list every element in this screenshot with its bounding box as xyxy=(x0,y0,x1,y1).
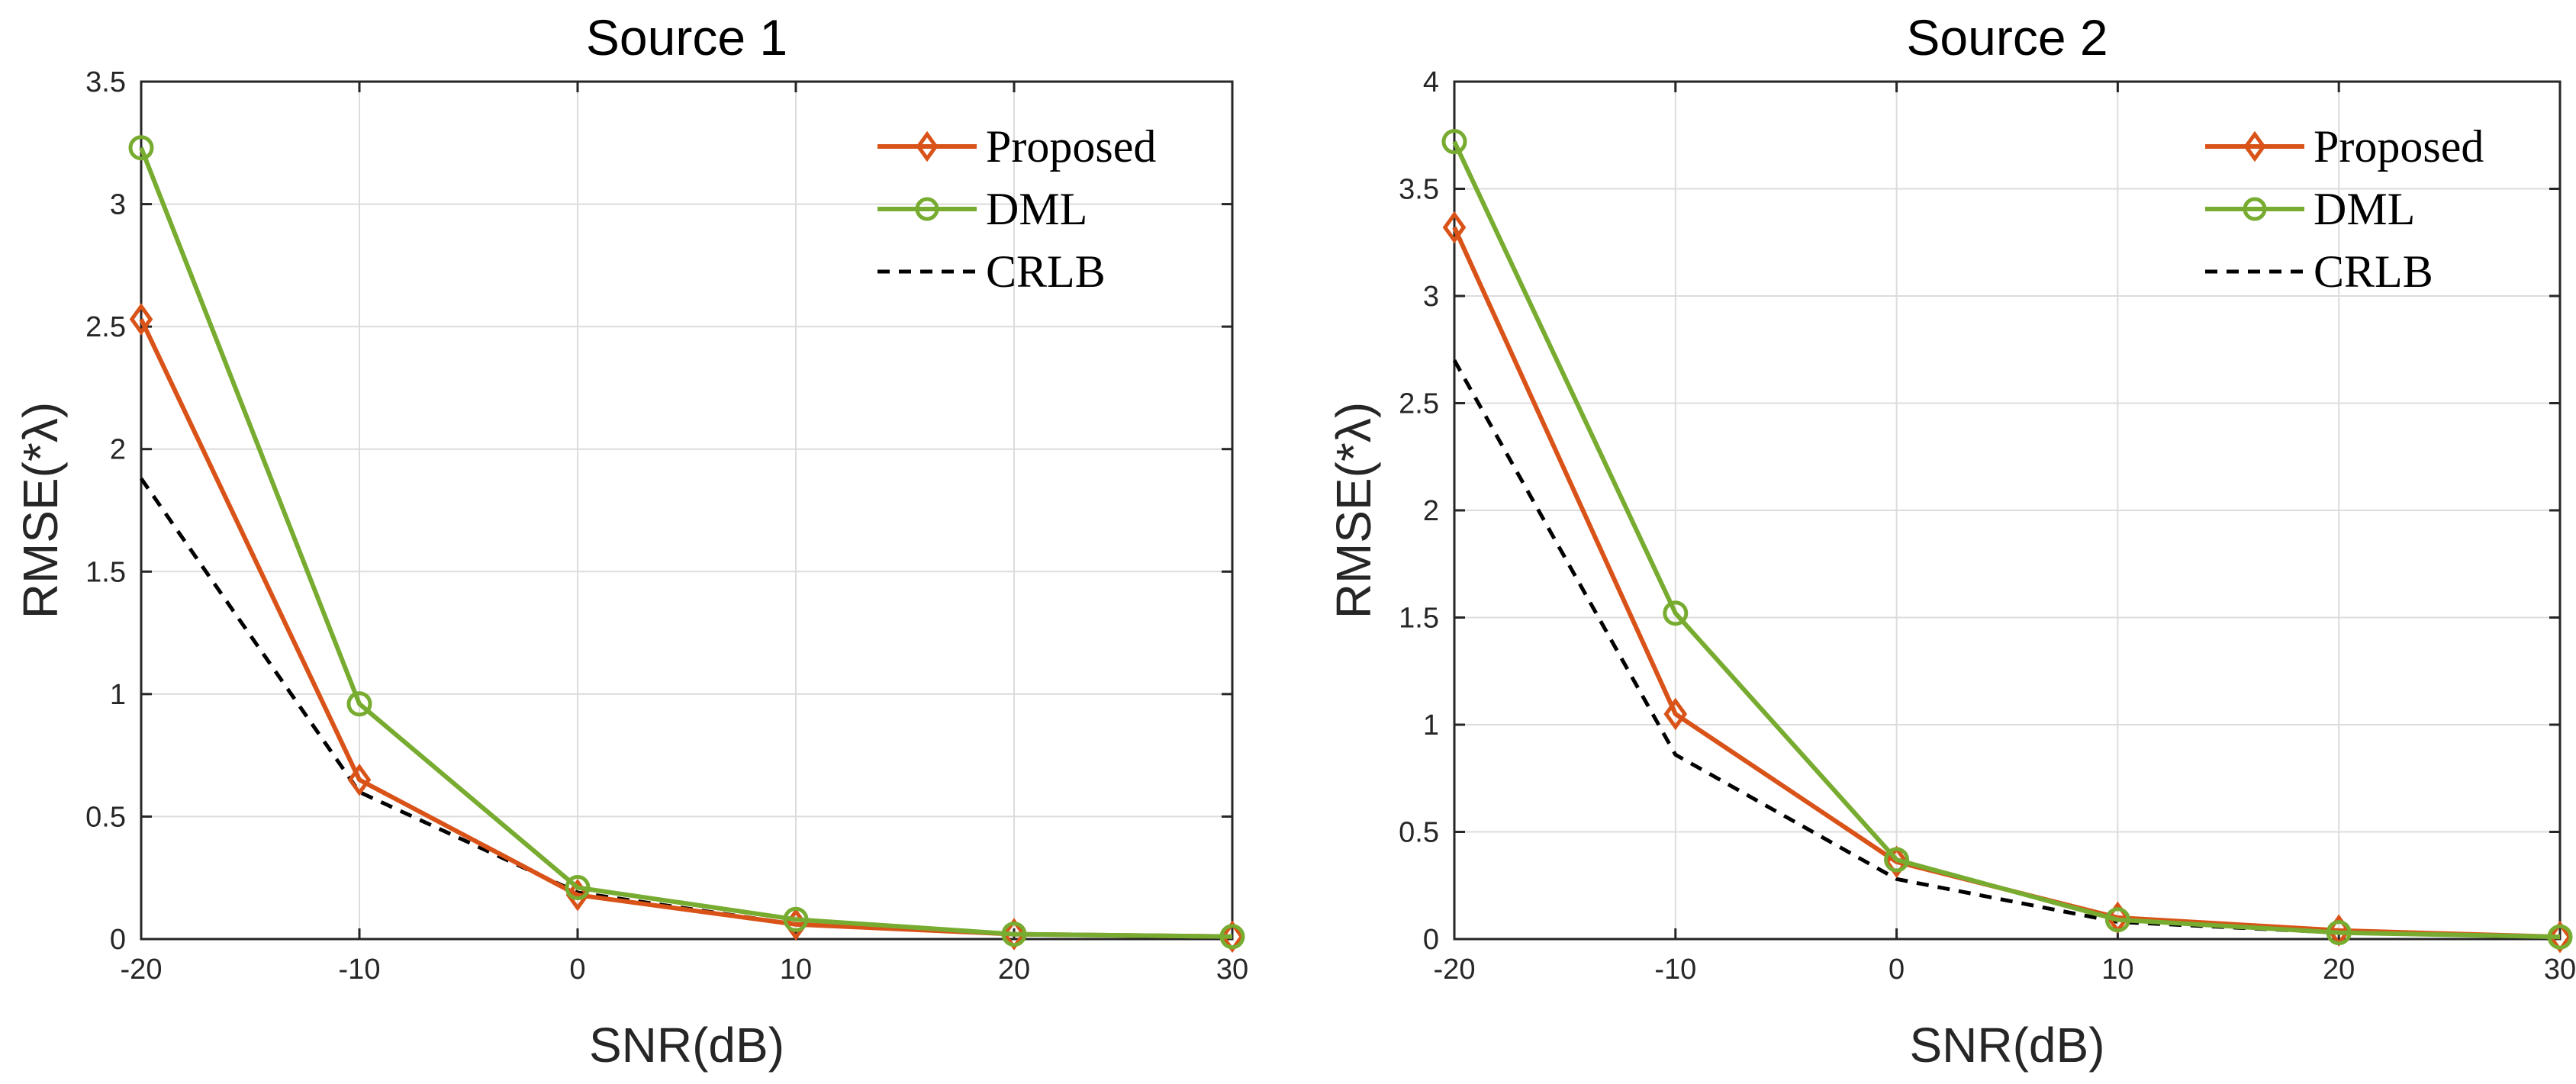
legend-marker-dml xyxy=(2243,197,2267,221)
legend-label: Proposed xyxy=(2314,121,2484,172)
chart-title: Source 1 xyxy=(586,9,787,66)
y-tick-label: 0 xyxy=(110,924,126,956)
y-tick-label: 4 xyxy=(1423,66,1439,98)
chart-panel-1: -20 -10 0 10 20 30 0 0.5 1 1.5 2 2.5 3 3.5 Source 1 SNR… xyxy=(13,9,1248,1073)
x-tick-label: 0 xyxy=(569,954,585,986)
y-tick-label: 0 xyxy=(1423,924,1439,956)
data-point-proposed xyxy=(1663,697,1688,731)
data-point-dml xyxy=(1884,847,1910,873)
data-point-dml xyxy=(2104,907,2130,933)
data-point-dml xyxy=(1663,600,1689,626)
x-tick-label: -10 xyxy=(339,954,381,986)
y-tick-label: 0.5 xyxy=(85,801,126,833)
x-tick-label: 30 xyxy=(1216,954,1248,986)
data-point-proposed xyxy=(1442,211,1467,244)
x-tick-label: 20 xyxy=(998,954,1030,986)
x-tick-label: 10 xyxy=(2101,954,2133,986)
data-point-proposed xyxy=(347,763,372,796)
data-point-proposed xyxy=(129,303,153,336)
data-point-proposed xyxy=(1002,918,1026,951)
y-tick-label: 1.5 xyxy=(1399,603,1439,635)
axes-box xyxy=(140,80,1234,941)
x-tick-label: 0 xyxy=(1889,954,1905,986)
y-tick-label: 3.5 xyxy=(85,66,126,98)
y-tick-label: 2.5 xyxy=(85,311,126,343)
x-tick-label: 30 xyxy=(2544,954,2576,986)
legend-label: DML xyxy=(2314,184,2415,234)
x-tick-label: -20 xyxy=(121,954,163,986)
series-line-crlb xyxy=(1452,359,2561,939)
data-point-dml xyxy=(2547,924,2573,950)
y-tick-label: 0.5 xyxy=(1399,817,1439,849)
y-tick-label: 3.5 xyxy=(1399,174,1439,206)
data-point-dml xyxy=(1441,129,1467,155)
legend-marker-proposed xyxy=(2243,130,2266,162)
series-line-proposed xyxy=(1452,226,2561,940)
y-tick-label: 2 xyxy=(1423,495,1439,527)
y-axis-label: RMSE(*λ) xyxy=(13,402,68,619)
x-axis-label: SNR(dB) xyxy=(1909,1018,2104,1073)
legend-label: DML xyxy=(986,184,1087,234)
y-tick-label: 2 xyxy=(110,434,126,466)
legend-marker-proposed xyxy=(916,130,939,162)
series-line-dml xyxy=(1452,140,2561,940)
y-tick-label: 3 xyxy=(110,189,126,221)
legend-label: CRLB xyxy=(986,246,1106,297)
x-axis-label: SNR(dB) xyxy=(589,1018,784,1073)
data-point-proposed xyxy=(2548,920,2572,954)
data-point-dml xyxy=(783,906,809,932)
legend-marker-dml xyxy=(915,197,939,221)
chart-title: Source 2 xyxy=(1906,9,2107,66)
data-point-dml xyxy=(128,135,154,161)
legend-label: CRLB xyxy=(2314,246,2433,297)
y-tick-label: 3 xyxy=(1423,281,1439,313)
legend-label: Proposed xyxy=(986,121,1156,172)
x-tick-label: 10 xyxy=(780,954,812,986)
data-point-dml xyxy=(1001,922,1027,947)
x-tick-label: -20 xyxy=(1434,954,1476,986)
series-line-crlb xyxy=(139,477,1233,939)
y-tick-label: 2.5 xyxy=(1399,388,1439,420)
x-tick-label: -10 xyxy=(1654,954,1696,986)
chart-panel-2: -20 -10 0 10 20 30 0 0.5 1 1.5 2 2.5 3 3.5 4 Source 2 SN… xyxy=(1326,9,2576,1073)
series-line-proposed xyxy=(139,318,1233,939)
y-tick-label: 1 xyxy=(110,679,126,711)
y-axis-label: RMSE(*λ) xyxy=(1326,402,1381,619)
data-point-proposed xyxy=(1885,845,1908,879)
data-point-proposed xyxy=(1220,920,1245,954)
data-point-dml xyxy=(2326,920,2352,946)
data-point-dml xyxy=(1219,924,1245,950)
data-point-dml xyxy=(565,875,591,901)
data-point-dml xyxy=(346,691,372,717)
y-tick-label: 1 xyxy=(1423,709,1439,741)
y-tick-label: 1.5 xyxy=(85,556,126,588)
series-line-dml xyxy=(139,146,1233,939)
x-tick-label: 20 xyxy=(2323,954,2355,986)
